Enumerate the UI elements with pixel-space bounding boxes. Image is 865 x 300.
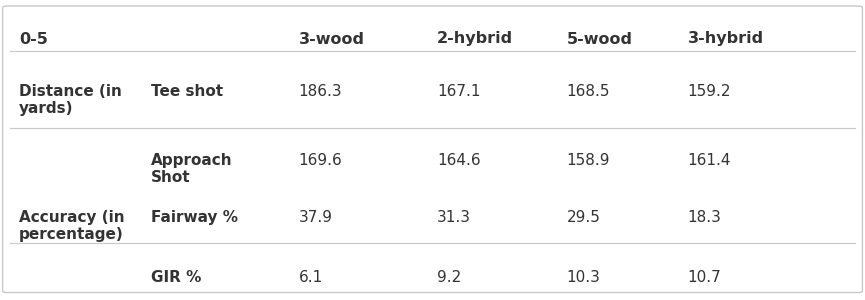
Text: 186.3: 186.3 — [298, 84, 342, 99]
Text: 159.2: 159.2 — [688, 84, 731, 99]
Text: 168.5: 168.5 — [567, 84, 610, 99]
Text: 3-hybrid: 3-hybrid — [688, 32, 764, 46]
Text: 2-hybrid: 2-hybrid — [437, 32, 513, 46]
Text: 3-wood: 3-wood — [298, 32, 364, 46]
FancyBboxPatch shape — [3, 6, 862, 292]
Text: GIR %: GIR % — [151, 270, 202, 285]
Text: 31.3: 31.3 — [437, 210, 471, 225]
Text: 37.9: 37.9 — [298, 210, 332, 225]
Text: 158.9: 158.9 — [567, 153, 610, 168]
Text: Distance (in
yards): Distance (in yards) — [19, 84, 122, 116]
Text: 164.6: 164.6 — [437, 153, 480, 168]
Text: Tee shot: Tee shot — [151, 84, 223, 99]
Text: 29.5: 29.5 — [567, 210, 600, 225]
Text: 10.7: 10.7 — [688, 270, 721, 285]
Text: 18.3: 18.3 — [688, 210, 721, 225]
Text: 161.4: 161.4 — [688, 153, 731, 168]
Text: 10.3: 10.3 — [567, 270, 600, 285]
Text: 6.1: 6.1 — [298, 270, 323, 285]
Text: 167.1: 167.1 — [437, 84, 480, 99]
Text: 5-wood: 5-wood — [567, 32, 632, 46]
Text: Approach
Shot: Approach Shot — [151, 153, 233, 185]
Text: Accuracy (in
percentage): Accuracy (in percentage) — [19, 210, 125, 242]
Text: 9.2: 9.2 — [437, 270, 461, 285]
Text: 0-5: 0-5 — [19, 32, 48, 46]
Text: Fairway %: Fairway % — [151, 210, 239, 225]
Text: 169.6: 169.6 — [298, 153, 343, 168]
